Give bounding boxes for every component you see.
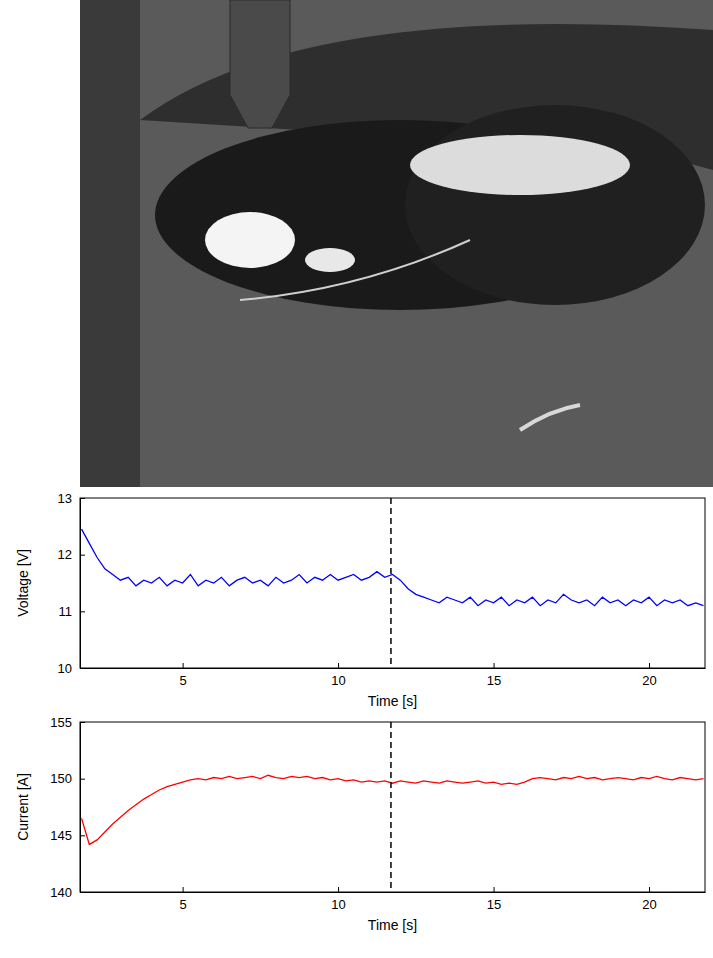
y-tick-mark	[80, 668, 85, 669]
x-tick: 20	[642, 887, 656, 912]
pool-edge	[240, 240, 470, 300]
x-tick-label: 20	[642, 897, 656, 912]
y-tick: 13	[58, 491, 85, 506]
x-tick-mark	[494, 887, 495, 892]
reflection	[205, 212, 295, 268]
electrode	[230, 0, 290, 128]
y-axis-title: Current [A]	[15, 773, 31, 841]
y-axis-title: Voltage [V]	[15, 549, 31, 617]
y-tick-label: 10	[58, 661, 72, 676]
x-axis-line	[81, 892, 706, 893]
x-tick: 5	[179, 663, 186, 688]
x-tick-label: 5	[179, 673, 186, 688]
y-tick-label: 11	[59, 604, 73, 619]
x-tick-label: 10	[331, 673, 345, 688]
data-line	[82, 529, 704, 606]
y-tick: 12	[58, 547, 85, 562]
y-tick-label: 12	[58, 547, 72, 562]
line-chart: 5 10 15 20 140 145 150 155 Time [s] Current [A]	[15, 715, 706, 933]
x-axis-title: Time [s]	[368, 693, 417, 709]
y-tick-label: 150	[50, 771, 72, 786]
marker-line	[390, 722, 392, 892]
y-tick-mark	[80, 498, 85, 499]
x-tick-label: 15	[487, 673, 501, 688]
y-tick-mark	[80, 722, 85, 723]
marker-line	[390, 498, 392, 668]
x-tick-label: 10	[331, 897, 345, 912]
y-axis: 140 145 150 155	[50, 715, 85, 900]
figure: 5 10 15 20 10 11 12 13 Time [s] Voltage [V] 5 10 15 2…	[0, 0, 713, 958]
y-tick-mark	[80, 555, 85, 556]
y-tick: 140	[50, 885, 85, 900]
y-tick-mark	[80, 892, 85, 893]
y-tick-label: 140	[50, 885, 72, 900]
y-tick-mark	[80, 779, 85, 780]
x-tick-mark	[183, 887, 184, 892]
x-tick-mark	[649, 663, 650, 668]
x-tick: 20	[642, 663, 656, 688]
x-axis-title: Time [s]	[368, 917, 417, 933]
reflection	[305, 248, 355, 272]
x-tick-mark	[338, 663, 339, 668]
x-tick: 15	[487, 663, 501, 688]
x-tick-label: 15	[487, 897, 501, 912]
x-tick: 10	[331, 887, 345, 912]
y-tick: 145	[50, 828, 85, 843]
y-tick-mark	[80, 835, 85, 836]
y-axis: 10 11 12 13	[58, 491, 85, 676]
plot-frame	[80, 722, 705, 892]
x-tick-mark	[494, 663, 495, 668]
y-tick: 155	[50, 715, 85, 730]
y-tick-label: 13	[58, 491, 72, 506]
plot-area	[82, 722, 704, 892]
plot-area	[82, 498, 704, 668]
photo	[80, 0, 713, 487]
x-axis: 5 10 15 20	[81, 663, 706, 688]
x-axis: 5 10 15 20	[81, 887, 706, 912]
x-tick: 10	[331, 663, 345, 688]
y-axis-line	[80, 723, 81, 893]
y-tick-label: 145	[50, 828, 72, 843]
y-tick: 150	[50, 771, 85, 786]
reflection	[410, 135, 630, 195]
y-tick-label: 155	[50, 715, 72, 730]
data-line	[82, 775, 704, 844]
x-axis-line	[81, 668, 706, 669]
y-tick: 10	[58, 661, 85, 676]
spatter	[520, 405, 580, 430]
photo-ground	[80, 0, 713, 487]
x-tick: 5	[179, 887, 186, 912]
plot-frame	[80, 498, 705, 668]
weld-bead	[405, 105, 705, 305]
x-tick-mark	[338, 887, 339, 892]
plate-edge	[80, 0, 140, 487]
line-chart: 5 10 15 20 10 11 12 13 Time [s] Voltage [V]	[15, 491, 706, 709]
x-tick: 15	[487, 887, 501, 912]
y-tick-mark	[80, 611, 85, 612]
y-tick: 11	[59, 604, 86, 619]
x-tick-label: 5	[179, 897, 186, 912]
x-tick-mark	[649, 887, 650, 892]
x-tick-label: 20	[642, 673, 656, 688]
y-axis-line	[80, 499, 81, 669]
x-tick-mark	[183, 663, 184, 668]
